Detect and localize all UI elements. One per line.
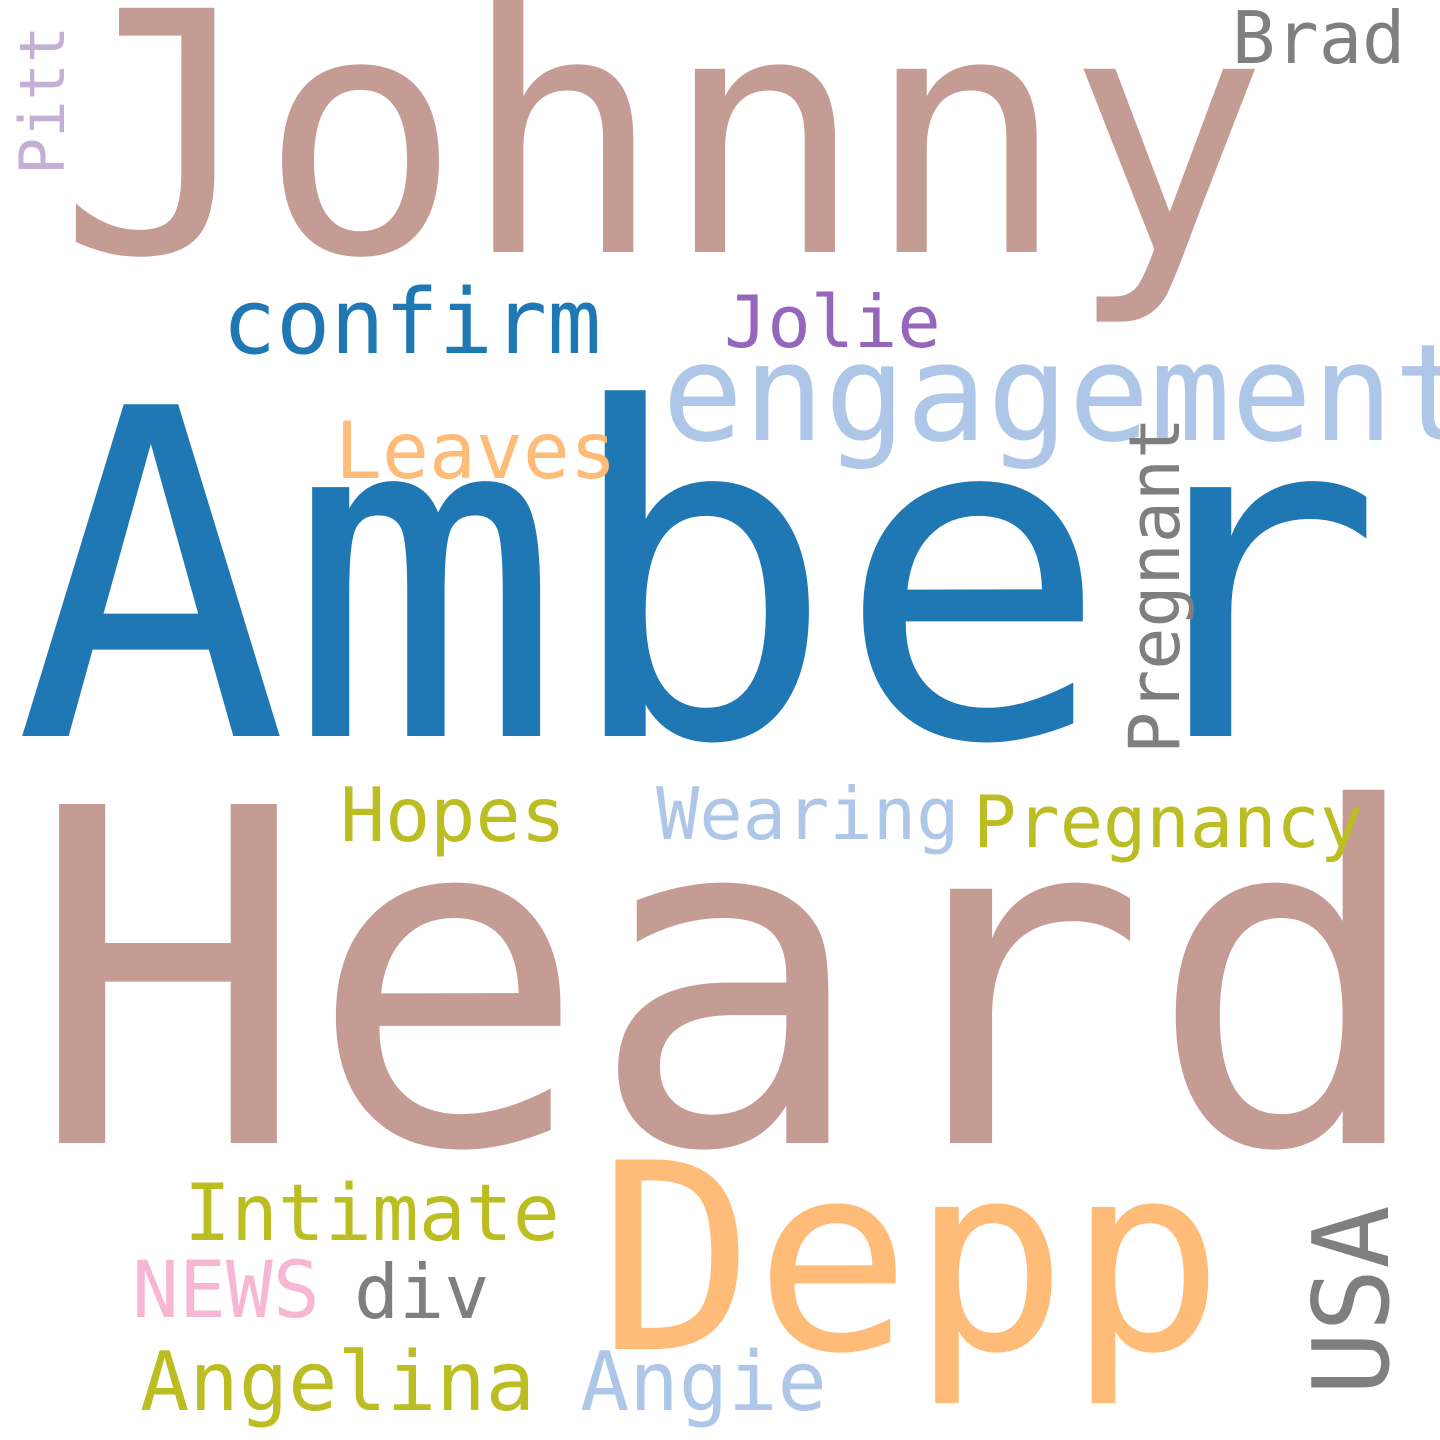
word-angelina: Angelina <box>140 1335 535 1430</box>
word-pregnant: Pregnant <box>1114 416 1196 754</box>
word-jolie: Jolie <box>724 280 941 364</box>
word-wearing: Wearing <box>656 772 960 856</box>
word-engagement: engagement <box>662 315 1440 472</box>
word-leaves: Leaves <box>335 407 617 497</box>
word-amber: Amber <box>14 315 1384 844</box>
word-pitt: Pitt <box>6 25 79 175</box>
word-intimate: Intimate <box>184 1169 560 1259</box>
word-depp: Depp <box>598 1109 1225 1411</box>
word-johnny: Johnny <box>58 0 1269 332</box>
word-brad: Brad <box>1232 0 1406 80</box>
word-confirm: confirm <box>222 270 602 375</box>
word-pregnancy: Pregnancy <box>973 780 1364 864</box>
word-usa: USA <box>1291 1205 1413 1395</box>
word-angie: Angie <box>580 1335 827 1430</box>
word-div: div <box>354 1248 490 1336</box>
word-hopes: Hopes <box>340 771 566 859</box>
word-heard: Heard <box>28 711 1428 1253</box>
word-news: NEWS <box>132 1246 320 1336</box>
